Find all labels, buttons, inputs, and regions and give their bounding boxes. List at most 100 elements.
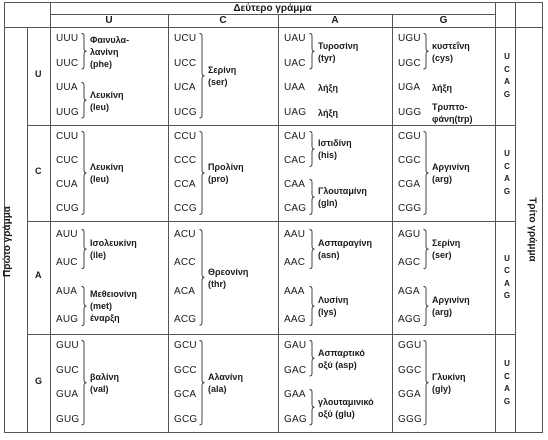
third-label-col-line	[515, 2, 516, 432]
brace-icon	[199, 131, 205, 215]
amino-acid-label: γλουταμινικό	[318, 396, 374, 407]
codon-ccg: CCG	[174, 203, 197, 214]
codon-cuu: CUU	[56, 131, 79, 142]
codon-aug: AUG	[56, 313, 79, 325]
amino-acid-label: (gln)	[318, 198, 338, 208]
amino-acid-label: Ιστιδίνη	[318, 138, 352, 148]
amino-acid-label: λήξη	[318, 83, 339, 94]
codon-ucc: UCC	[174, 57, 197, 69]
amino-acid-label: Αλανίνη	[208, 372, 243, 382]
brace-icon	[309, 33, 315, 70]
brace-icon	[309, 179, 315, 215]
codon-uga: UGA	[398, 82, 421, 94]
amino-acid-label: (leu)	[90, 174, 109, 184]
amino-acid-label: Γλουταμίνη	[318, 186, 367, 196]
codon-agu: AGU	[398, 229, 421, 241]
amino-acid-label: (val)	[90, 384, 109, 394]
codon-cga: CGA	[398, 179, 421, 190]
codon-uuu: UUU	[56, 33, 79, 45]
codon-ugc: UGC	[398, 57, 421, 69]
amino-acid-label: Ασπαρτικό	[318, 347, 365, 358]
third-letter-a: A	[504, 384, 510, 393]
brace-icon	[423, 33, 429, 70]
codon-guu: GUU	[56, 340, 79, 352]
codon-aau: AAU	[284, 229, 306, 241]
third-letter-g: G	[503, 291, 511, 300]
amino-acid-label: Λευκίνη	[90, 162, 124, 172]
amino-acid-label: κυστεΐνη	[432, 40, 470, 51]
codon-gcg: GCG	[174, 413, 198, 425]
amino-acid-label: έναρξη	[90, 312, 120, 323]
brace-icon	[81, 82, 87, 119]
amino-acid-label: (gly)	[432, 384, 451, 394]
row-divider	[27, 334, 515, 335]
codon-ucu: UCU	[174, 33, 197, 45]
brace-icon	[199, 33, 205, 119]
brace-icon	[81, 131, 87, 215]
row-divider	[27, 125, 515, 126]
amino-acid-label: (tyr)	[318, 52, 336, 63]
codon-uuc: UUC	[56, 57, 79, 69]
header-bottom-line	[4, 27, 542, 28]
column-header-u: U	[105, 15, 113, 26]
second-letter-title: Δεύτερο γράμμα	[233, 3, 312, 14]
brace-icon	[81, 229, 87, 270]
amino-acid-label: λήξη	[432, 83, 453, 94]
codon-gua: GUA	[56, 389, 79, 401]
codon-uaa: UAA	[284, 82, 306, 94]
header-divider	[50, 14, 495, 15]
amino-acid-label: (arg)	[432, 306, 452, 317]
codon-ggc: GGC	[398, 364, 422, 376]
codon-gcc: GCC	[174, 364, 197, 376]
codon-gau: GAU	[284, 340, 307, 352]
codon-cca: CCA	[174, 179, 196, 190]
first-label-col-line	[27, 27, 28, 432]
amino-acid-label: Σερίνη	[432, 238, 461, 249]
amino-acid-label: Λευκίνη	[90, 89, 124, 100]
amino-acid-label: Λυσίνη	[318, 294, 349, 305]
codon-aac: AAC	[284, 257, 306, 269]
third-letter-c: C	[504, 161, 510, 171]
brace-icon	[423, 131, 429, 215]
first-letter-label: Πρώτο γράμμα	[1, 206, 13, 277]
column-divider	[392, 14, 393, 432]
codon-cgu: CGU	[398, 131, 421, 142]
third-letter-a: A	[504, 174, 510, 183]
codon-cuc: CUC	[56, 155, 79, 166]
first-letter-a: A	[35, 269, 42, 280]
codon-gca: GCA	[174, 389, 197, 401]
codon-aca: ACA	[174, 285, 196, 297]
brace-icon	[81, 285, 87, 326]
codon-uau: UAU	[284, 33, 306, 45]
amino-acid-label: Αργινίνη	[432, 294, 470, 305]
amino-acid-label: (ser)	[432, 250, 452, 261]
codon-aua: AUA	[56, 285, 78, 297]
codon-acc: ACC	[174, 257, 196, 269]
amino-acid-label: Μεθειονίνη	[90, 288, 137, 299]
amino-acid-label: (met)	[90, 300, 112, 311]
third-letter-a: A	[504, 278, 510, 288]
codon-cac: CAC	[284, 155, 306, 166]
third-letter-g: G	[503, 186, 511, 196]
amino-acid-label: (his)	[318, 150, 337, 160]
codon-cua: CUA	[56, 179, 78, 190]
amino-acid-label: Σερίνη	[208, 65, 237, 75]
codon-gcu: GCU	[174, 340, 197, 352]
amino-acid-label: Αργινίνη	[432, 162, 470, 172]
codon-gag: GAG	[284, 413, 307, 425]
codon-acu: ACU	[174, 229, 196, 241]
codon-ccc: CCC	[174, 155, 197, 166]
codon-agg: AGG	[398, 313, 421, 325]
table-border-right	[542, 2, 543, 433]
amino-acid-label: οξύ (glu)	[318, 408, 355, 419]
third-letter-u: U	[504, 253, 510, 263]
amino-acid-label: (thr)	[208, 278, 226, 289]
third-letter-u: U	[504, 52, 510, 61]
brace-icon	[81, 340, 87, 426]
amino-acid-label: βαλίνη	[90, 372, 120, 382]
codon-gaa: GAA	[284, 389, 306, 401]
column-header-c: C	[219, 15, 227, 26]
amino-acid-label: (lys)	[318, 306, 337, 317]
codon-cug: CUG	[56, 203, 79, 214]
codon-ucg: UCG	[174, 106, 197, 118]
